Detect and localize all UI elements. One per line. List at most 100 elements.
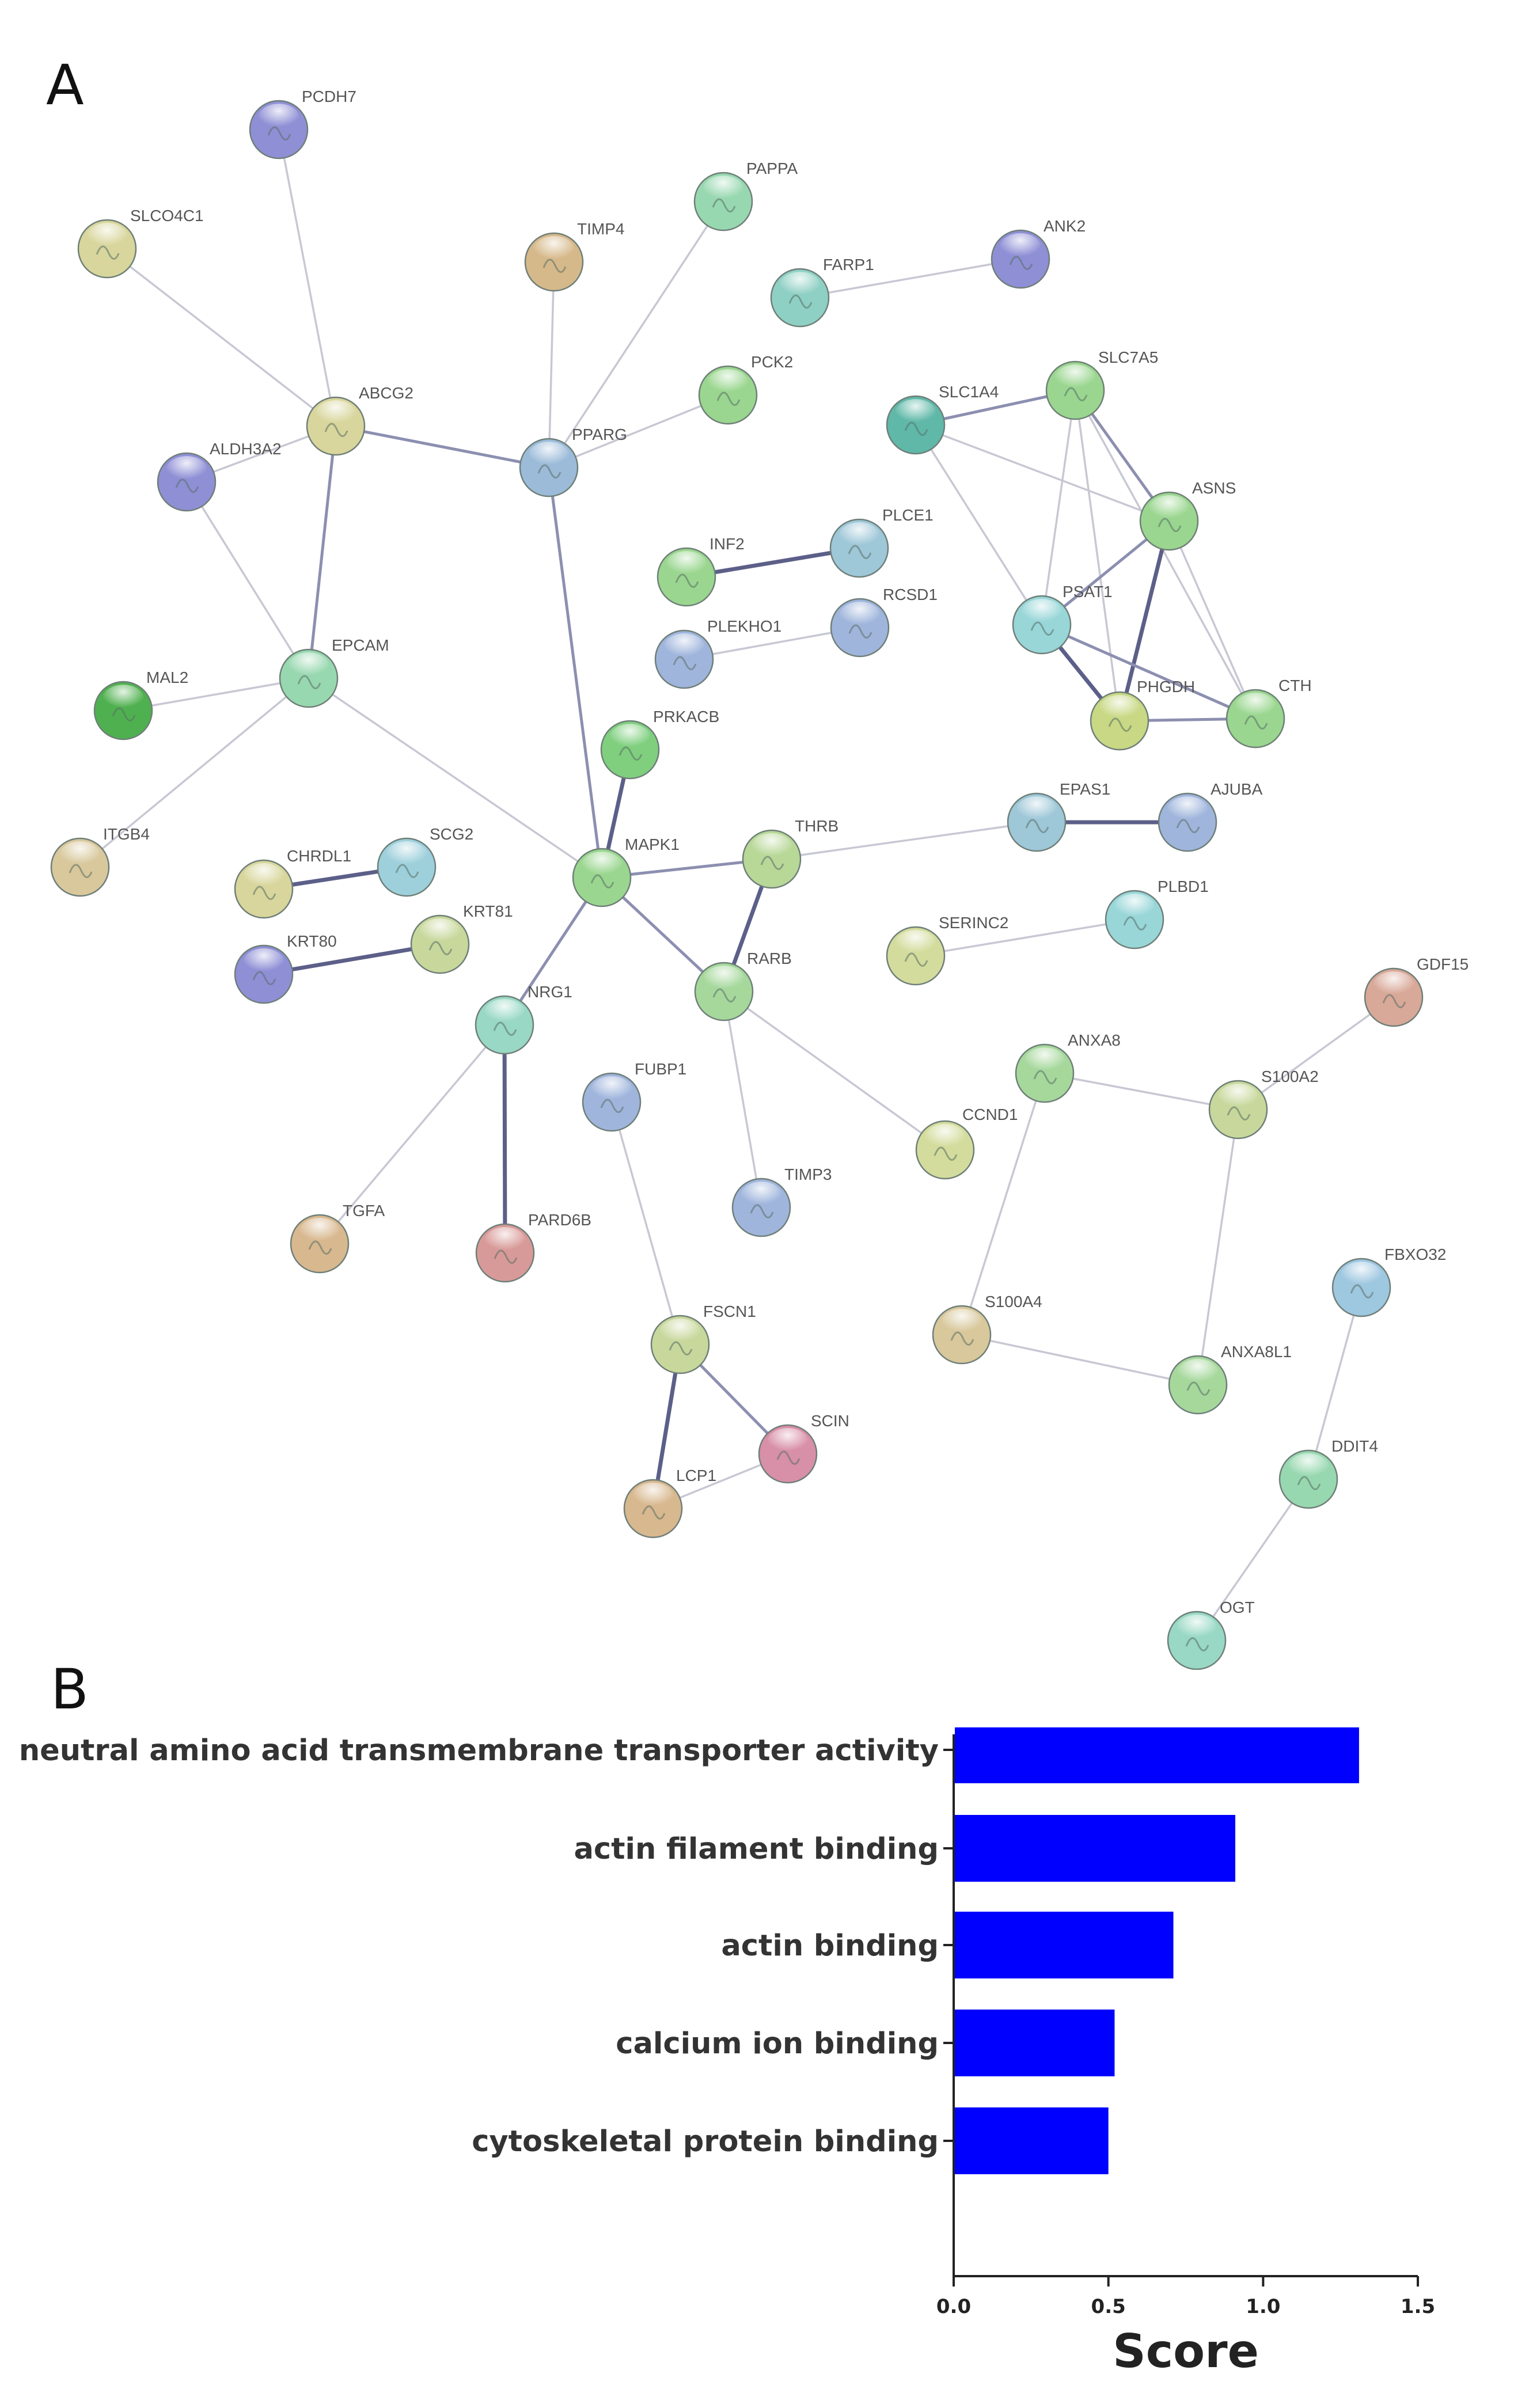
structure-glyph <box>1186 1381 1211 1396</box>
node-anxa8l1[interactable]: ANXA8L1 <box>1168 1343 1292 1415</box>
node-mal2[interactable]: MAL2 <box>93 669 188 740</box>
node-phgdh[interactable]: PHGDH <box>1090 678 1195 751</box>
node-pcdh7[interactable]: PCDH7 <box>249 88 356 159</box>
edge-slc1a4-psat1 <box>915 424 1043 626</box>
node-ccnd1[interactable]: CCND1 <box>915 1106 1018 1180</box>
structure-glyph <box>1025 819 1049 833</box>
structure-glyph <box>1382 994 1406 1008</box>
node-rcsd1[interactable]: RCSD1 <box>830 586 938 658</box>
node-label: MAPK1 <box>625 835 680 853</box>
node-ajuba[interactable]: AJUBA <box>1158 780 1263 852</box>
node-pparg[interactable]: PPARG <box>519 426 627 497</box>
node-label: PRKACB <box>653 708 719 726</box>
node-pck2[interactable]: PCK2 <box>698 353 793 425</box>
x-tick-label: 0.0 <box>936 2295 971 2318</box>
node-highlight <box>767 1428 809 1457</box>
node-prkacb[interactable]: PRKACB <box>600 708 719 780</box>
node-pappa[interactable]: PAPPA <box>693 159 798 231</box>
node-ogt[interactable]: OGT <box>1167 1598 1255 1670</box>
node-aldh3a2[interactable]: ALDH3A2 <box>157 440 282 512</box>
edge-psat1-cth <box>1040 623 1257 720</box>
structure-glyph <box>760 856 784 870</box>
node-psat1[interactable]: PSAT1 <box>1012 583 1113 655</box>
structure-glyph <box>675 573 699 588</box>
node-mapk1[interactable]: MAPK1 <box>572 835 680 907</box>
node-highlight <box>779 272 821 301</box>
node-highlight <box>243 948 284 977</box>
node-inf2[interactable]: INF2 <box>657 535 745 607</box>
node-fscn1[interactable]: FSCN1 <box>650 1302 756 1374</box>
node-scin[interactable]: SCIN <box>758 1412 849 1484</box>
node-plce1[interactable]: PLCE1 <box>829 506 934 578</box>
edge-nrg1-tgfa <box>318 1024 506 1245</box>
node-plbd1[interactable]: PLBD1 <box>1105 878 1209 949</box>
node-highlight <box>659 1319 701 1347</box>
node-abcg2[interactable]: ABCG2 <box>306 384 413 456</box>
node-anxa8[interactable]: ANXA8 <box>1015 1031 1121 1103</box>
node-nrg1[interactable]: NRG1 <box>475 983 572 1055</box>
node-serinc2[interactable]: SERINC2 <box>886 914 1008 986</box>
edge-serinc2-plbd1 <box>915 918 1136 957</box>
x-tick-label: 1.0 <box>1246 2295 1280 2318</box>
node-cth[interactable]: CTH <box>1226 677 1312 749</box>
x-tick-label: 1.5 <box>1401 2295 1435 2318</box>
node-highlight <box>581 852 623 880</box>
node-itgb4[interactable]: ITGB4 <box>50 825 150 897</box>
node-label: GDF15 <box>1417 955 1469 973</box>
node-label: SLC7A5 <box>1098 348 1158 366</box>
node-label: FUBP1 <box>635 1060 686 1078</box>
structure-glyph <box>324 423 348 437</box>
node-thrb[interactable]: THRB <box>742 817 839 889</box>
node-plekho1[interactable]: PLEKHO1 <box>654 617 781 689</box>
node-label: PSAT1 <box>1063 583 1113 601</box>
node-slc1a4[interactable]: SLC1A4 <box>886 383 999 455</box>
node-ddit4[interactable]: DDIT4 <box>1278 1437 1378 1509</box>
node-scg2[interactable]: SCG2 <box>377 825 473 897</box>
node-label: OGT <box>1220 1598 1255 1616</box>
node-label: CCND1 <box>962 1106 1018 1123</box>
node-lcp1[interactable]: LCP1 <box>623 1467 716 1539</box>
node-epas1[interactable]: EPAS1 <box>1007 780 1110 852</box>
node-krt81[interactable]: KRT81 <box>410 902 513 974</box>
structure-glyph <box>252 971 276 985</box>
node-slco4c1[interactable]: SLCO4C1 <box>77 207 204 279</box>
node-chrdl1[interactable]: CHRDL1 <box>234 847 351 919</box>
node-label: KRT80 <box>287 932 337 950</box>
node-label: PHGDH <box>1137 678 1195 696</box>
node-highlight <box>419 918 461 947</box>
edge-pappa-pparg <box>548 200 724 469</box>
node-label: PAPPA <box>746 159 798 177</box>
node-highlight <box>1288 1453 1329 1482</box>
node-label: RARB <box>747 949 792 967</box>
node-s100a2[interactable]: S100A2 <box>1208 1068 1319 1140</box>
node-tgfa[interactable]: TGFA <box>290 1202 385 1274</box>
node-label: INF2 <box>710 535 745 553</box>
structure-glyph <box>750 1204 774 1218</box>
node-s100a4[interactable]: S100A4 <box>932 1293 1042 1365</box>
node-ank2[interactable]: ANK2 <box>991 217 1086 289</box>
structure-glyph <box>395 864 419 878</box>
structure-glyph <box>112 707 136 721</box>
node-pard6b[interactable]: PARD6B <box>475 1211 591 1283</box>
node-highlight <box>1021 599 1063 628</box>
node-gdf15[interactable]: GDF15 <box>1364 955 1469 1027</box>
node-krt80[interactable]: KRT80 <box>234 932 337 1004</box>
node-label: SCG2 <box>430 825 473 843</box>
node-fbxo32[interactable]: FBXO32 <box>1331 1245 1446 1317</box>
node-label: SLC1A4 <box>939 383 999 401</box>
node-rarb[interactable]: RARB <box>694 949 792 1021</box>
structure-glyph <box>904 952 928 967</box>
ppi-network: PCDH7 SLCO4C1 TIMP4 PAPPA ANK2 FARP1 ABCG2 ALDH… <box>50 88 1469 1670</box>
node-farp1[interactable]: FARP1 <box>770 256 874 328</box>
node-asns[interactable]: ASNS <box>1139 479 1236 551</box>
structure-glyph <box>1244 715 1268 730</box>
category-label: neutral amino acid transmembrane transpo… <box>19 1734 939 1768</box>
node-slc7a5[interactable]: SLC7A5 <box>1045 348 1158 420</box>
node-timp4[interactable]: TIMP4 <box>524 220 624 292</box>
node-epcam[interactable]: EPCAM <box>279 636 389 708</box>
node-label: ITGB4 <box>103 825 150 843</box>
category-label: actin binding <box>721 1929 939 1963</box>
node-fubp1[interactable]: FUBP1 <box>582 1060 686 1132</box>
node-timp3[interactable]: TIMP3 <box>731 1165 832 1237</box>
